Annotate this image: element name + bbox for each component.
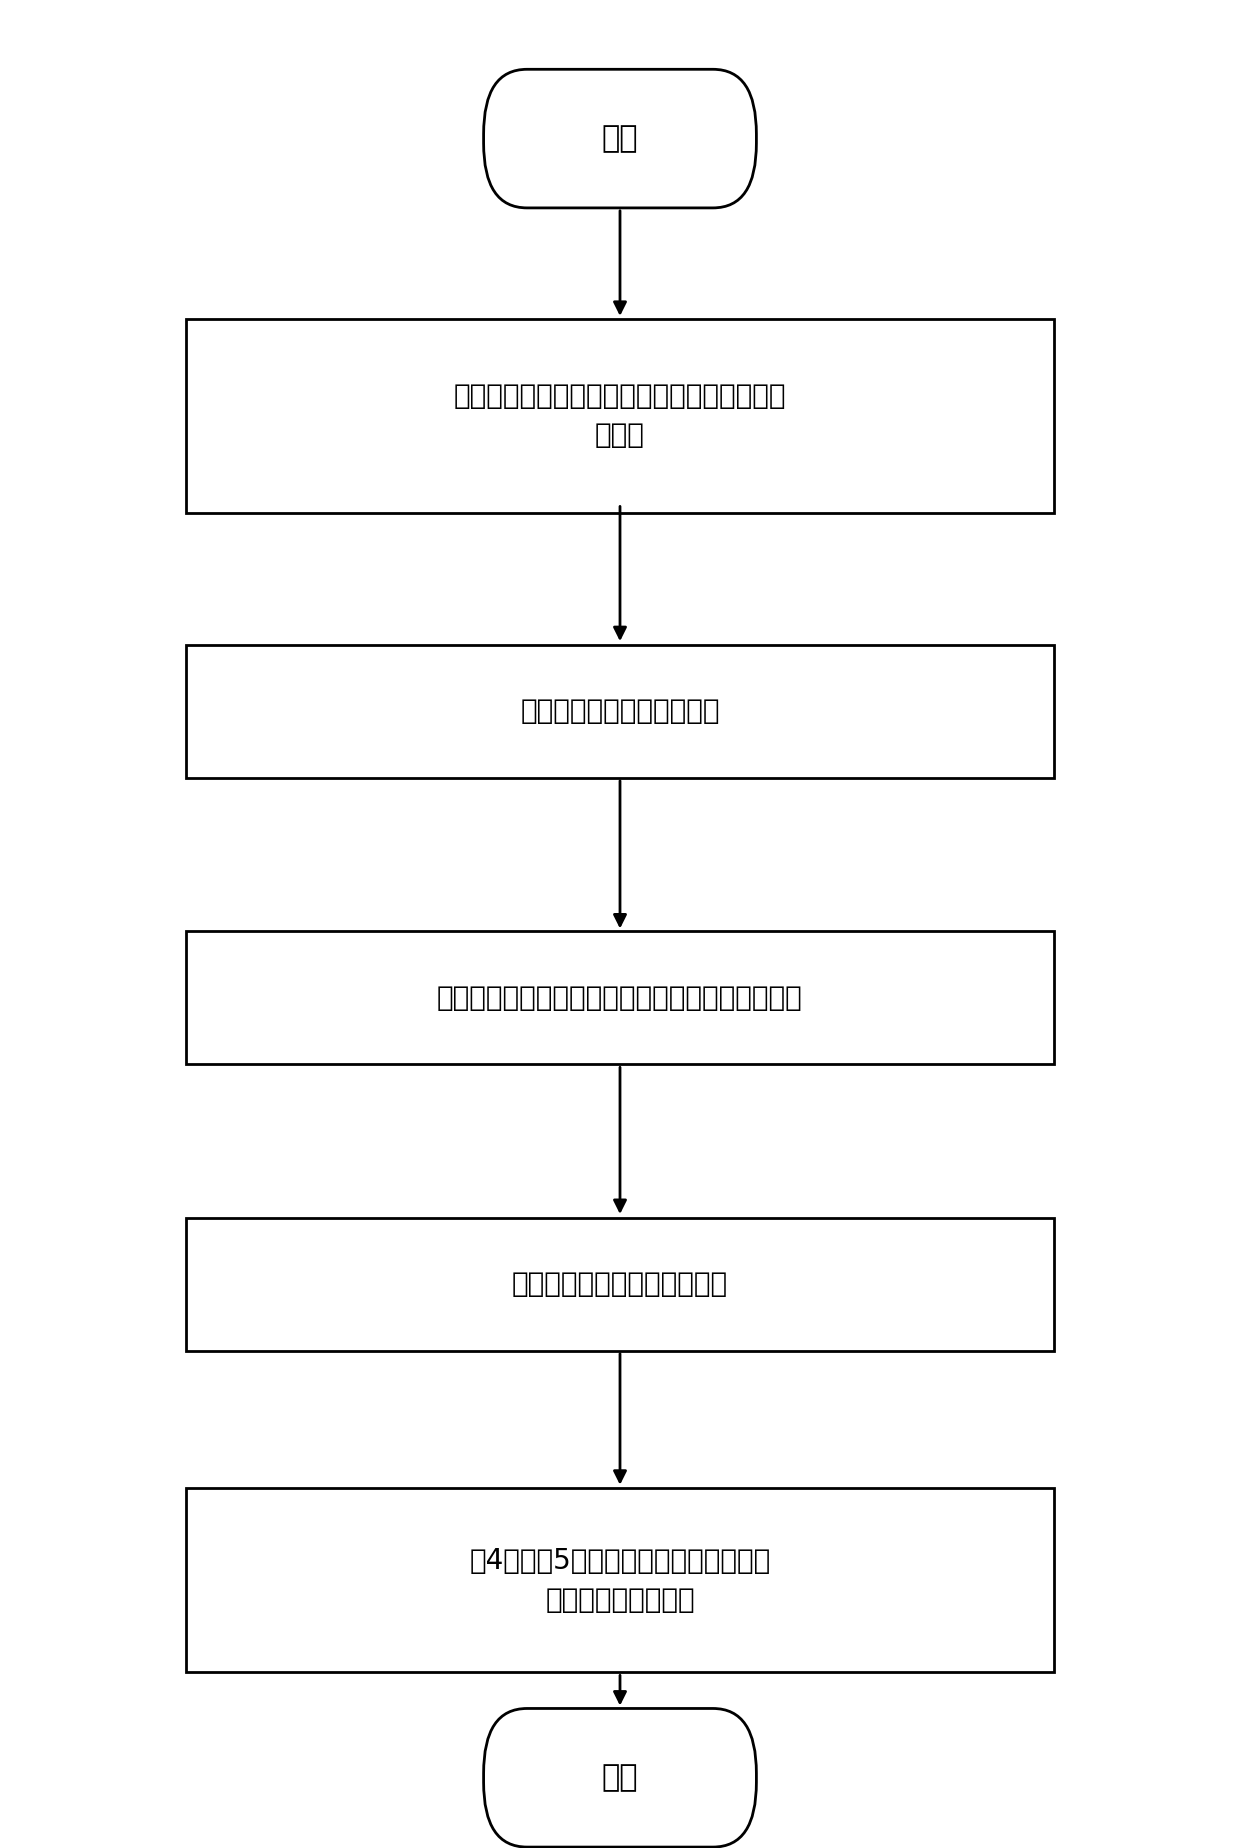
Bar <box>186 1218 1054 1351</box>
FancyBboxPatch shape <box>484 1708 756 1848</box>
Bar <box>186 931 1054 1064</box>
Text: 开始: 开始 <box>601 124 639 153</box>
Bar <box>186 1488 1054 1672</box>
Text: 结束: 结束 <box>601 1763 639 1793</box>
Text: 对接收数据进行归一化处理: 对接收数据进行归一化处理 <box>521 697 719 726</box>
Bar <box>186 318 1054 512</box>
FancyBboxPatch shape <box>484 68 756 207</box>
Text: 经验模式分解模块分解为一系列固有模式函数分量: 经验模式分解模块分解为一系列固有模式函数分量 <box>438 983 802 1013</box>
Bar <box>186 645 1054 778</box>
Text: 电流互感器接收双馈异步风力发电机定子侧电
流信号: 电流互感器接收双馈异步风力发电机定子侧电 流信号 <box>454 383 786 449</box>
Text: 第4层或第5层经验模式函数分量的瞬时
频率或瞬时幅值分析: 第4层或第5层经验模式函数分量的瞬时 频率或瞬时幅值分析 <box>470 1547 770 1613</box>
Text: 希尔伯特黄变换模块进行变换: 希尔伯特黄变换模块进行变换 <box>512 1270 728 1299</box>
